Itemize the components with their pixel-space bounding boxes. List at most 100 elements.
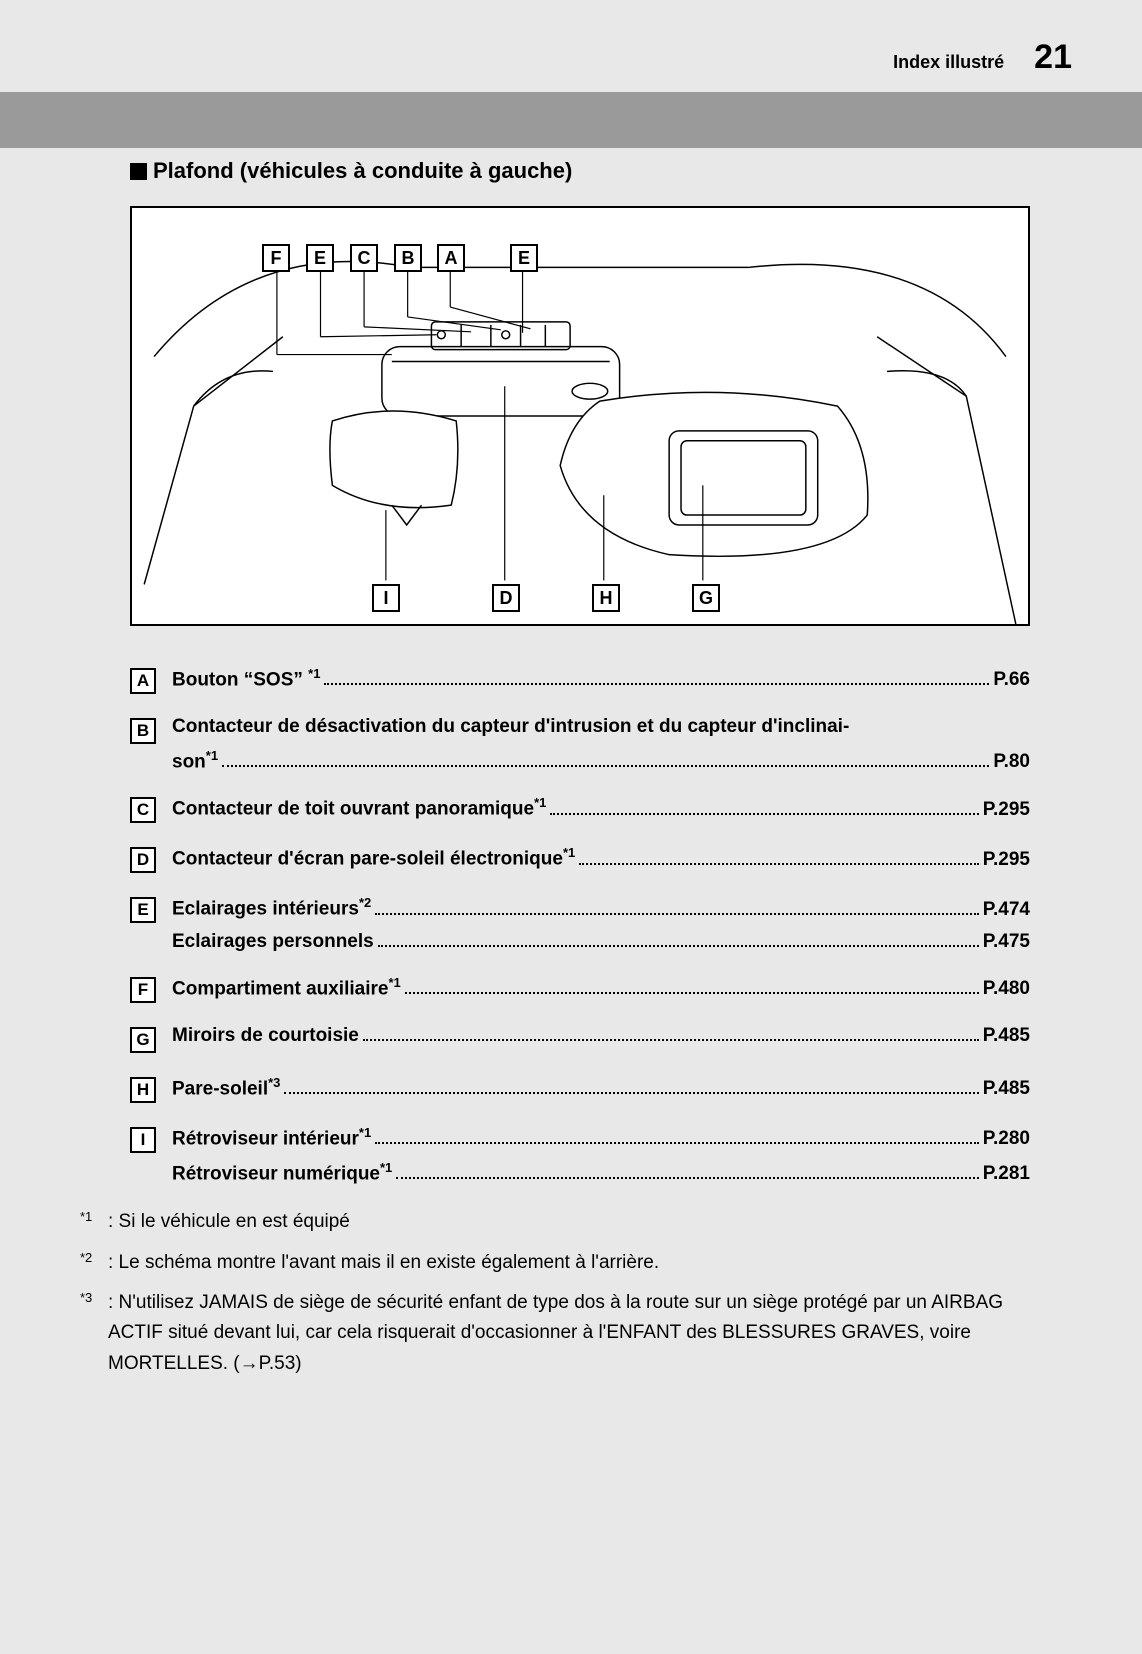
page-ref: P.474 xyxy=(983,899,1030,921)
footnote-text: : N'utilisez JAMAIS de siège de sécurité… xyxy=(108,1288,1060,1379)
leader-dots xyxy=(375,1142,979,1144)
item-label: Eclairages intérieurs*2 xyxy=(172,895,371,920)
footnote-mark: *2 xyxy=(80,1248,106,1269)
index-lines: Contacteur de toit ouvrant panoramique*1… xyxy=(172,795,1030,820)
item-label: Contacteur de toit ouvrant panoramique*1 xyxy=(172,795,546,820)
index-line: son*1 P.80 xyxy=(172,748,1030,773)
index-row-f: FCompartiment auxiliaire*1P.480 xyxy=(130,975,1030,1003)
diagram-callout-e: E xyxy=(306,244,334,272)
section-title: Plafond (véhicules à conduite à gauche) xyxy=(153,158,572,184)
footnote-ref: *1 xyxy=(563,845,575,860)
letter-box: A xyxy=(130,668,156,694)
section-label: Index illustré xyxy=(893,52,1004,73)
letter-box: B xyxy=(130,718,156,744)
diagram-callout-a: A xyxy=(437,244,465,272)
footnote-ref: *3 xyxy=(268,1075,280,1090)
page-ref: P.485 xyxy=(983,1025,1030,1047)
footnote: *2: Le schéma montre l'avant mais il en … xyxy=(80,1248,1060,1278)
index-row-i: IRétroviseur intérieur*1P.280Rétroviseur… xyxy=(130,1125,1030,1186)
index-lines: Bouton “SOS” *1 P.66 xyxy=(172,666,1030,691)
leader-dots xyxy=(363,1039,979,1041)
leader-dots xyxy=(550,813,978,815)
diagram-callout-g: G xyxy=(692,584,720,612)
index-line: Contacteur d'écran pare-soleil électroni… xyxy=(172,845,1030,870)
index-line: Pare-soleil*3 P.485 xyxy=(172,1075,1030,1100)
index-line: Rétroviseur intérieur*1 P.280 xyxy=(172,1125,1030,1150)
footnote-ref: *1 xyxy=(380,1160,392,1175)
footnote-ref: *1 xyxy=(206,748,218,763)
letter-box: G xyxy=(130,1027,156,1053)
leader-dots xyxy=(378,945,979,947)
item-label: Compartiment auxiliaire*1 xyxy=(172,975,401,1000)
leader-dots xyxy=(405,992,979,994)
page-header: Index illustré 21 xyxy=(893,38,1072,77)
item-label: son*1 xyxy=(172,748,218,773)
index-row-c: CContacteur de toit ouvrant panoramique*… xyxy=(130,795,1030,823)
main-content: Plafond (véhicules à conduite à gauche) xyxy=(100,158,1060,1389)
index-line: Eclairages personnels P.475 xyxy=(172,931,1030,953)
diagram-callout-c: C xyxy=(350,244,378,272)
item-label: Miroirs de courtoisie xyxy=(172,1025,359,1047)
page-ref: P.66 xyxy=(993,669,1030,691)
leader-dots xyxy=(222,765,989,767)
item-label: Eclairages personnels xyxy=(172,931,374,953)
footnote-ref: *1 xyxy=(359,1125,371,1140)
header-bar xyxy=(0,92,1142,148)
footnote: *3: N'utilisez JAMAIS de siège de sécuri… xyxy=(80,1288,1060,1379)
bullet-square-icon xyxy=(130,163,147,180)
diagram-callout-e: E xyxy=(510,244,538,272)
diagram-callout-b: B xyxy=(394,244,422,272)
diagram-callout-d: D xyxy=(492,584,520,612)
footnote-ref: *1 xyxy=(388,975,400,990)
index-row-e: EEclairages intérieurs*2P.474Eclairages … xyxy=(130,895,1030,952)
index-line: Eclairages intérieurs*2 P.474 xyxy=(172,895,1030,920)
footnotes: *1: Si le véhicule en est équipé*2: Le s… xyxy=(80,1207,1060,1379)
index-row-g: G Miroirs de courtoisie P.485 xyxy=(130,1025,1030,1053)
footnote-text: : Le schéma montre l'avant mais il en ex… xyxy=(108,1248,1060,1278)
index-line: Compartiment auxiliaire*1 P.480 xyxy=(172,975,1030,1000)
footnote-ref: *1 xyxy=(534,795,546,810)
diagram-callout-i: I xyxy=(372,584,400,612)
footnote-text: : Si le véhicule en est équipé xyxy=(108,1207,1060,1237)
index-row-d: D Contacteur d'écran pare-soleil électron… xyxy=(130,845,1030,873)
leader-dots xyxy=(579,863,979,865)
index-line: Miroirs de courtoisie P.485 xyxy=(172,1025,1030,1047)
diagram-callout-f: F xyxy=(262,244,290,272)
footnote-mark: *1 xyxy=(80,1207,106,1228)
item-label: Contacteur de désactivation du capteur d… xyxy=(172,716,1030,738)
footnote-ref: *2 xyxy=(359,895,371,910)
item-label: Pare-soleil*3 xyxy=(172,1075,280,1100)
index-row-a: A Bouton “SOS” *1 P.66 xyxy=(130,666,1030,694)
index-lines: Miroirs de courtoisie P.485 xyxy=(172,1025,1030,1047)
letter-box: I xyxy=(130,1127,156,1153)
item-label: Rétroviseur numérique*1 xyxy=(172,1160,392,1185)
index-lines: Pare-soleil*3 P.485 xyxy=(172,1075,1030,1100)
index-row-h: HPare-soleil*3P.485 xyxy=(130,1075,1030,1103)
index-line: Contacteur de toit ouvrant panoramique*1… xyxy=(172,795,1030,820)
footnote-ref: *1 xyxy=(308,666,320,681)
page-ref: P.281 xyxy=(983,1163,1030,1185)
page-ref: P.280 xyxy=(983,1128,1030,1150)
page-ref: P.480 xyxy=(983,978,1030,1000)
leader-dots xyxy=(375,913,979,915)
index-lines: Eclairages intérieurs*2 P.474 Eclairages p… xyxy=(172,895,1030,952)
page-ref: P.295 xyxy=(983,849,1030,871)
page-ref: P.475 xyxy=(983,931,1030,953)
section-title-row: Plafond (véhicules à conduite à gauche) xyxy=(130,158,1060,184)
leader-dots xyxy=(324,683,989,685)
page-ref: P.485 xyxy=(983,1078,1030,1100)
index-lines: Contacteur de désactivation du capteur d… xyxy=(172,716,1030,773)
footnote: *1: Si le véhicule en est équipé xyxy=(80,1207,1060,1237)
index-lines: Rétroviseur intérieur*1P.280Rétroviseur … xyxy=(172,1125,1030,1186)
item-label: Bouton “SOS” *1 xyxy=(172,666,320,691)
index-lines: Contacteur d'écran pare-soleil électroni… xyxy=(172,845,1030,870)
item-label: Rétroviseur intérieur*1 xyxy=(172,1125,371,1150)
index-list: A Bouton “SOS” *1 P.66 B Contacteur de désac… xyxy=(130,666,1030,1185)
leader-dots xyxy=(284,1092,978,1094)
letter-box: D xyxy=(130,847,156,873)
diagram-callout-h: H xyxy=(592,584,620,612)
index-line: Bouton “SOS” *1 P.66 xyxy=(172,666,1030,691)
page-ref: P.80 xyxy=(993,751,1030,773)
item-label: Contacteur d'écran pare-soleil électroni… xyxy=(172,845,575,870)
page-number: 21 xyxy=(1034,38,1072,77)
